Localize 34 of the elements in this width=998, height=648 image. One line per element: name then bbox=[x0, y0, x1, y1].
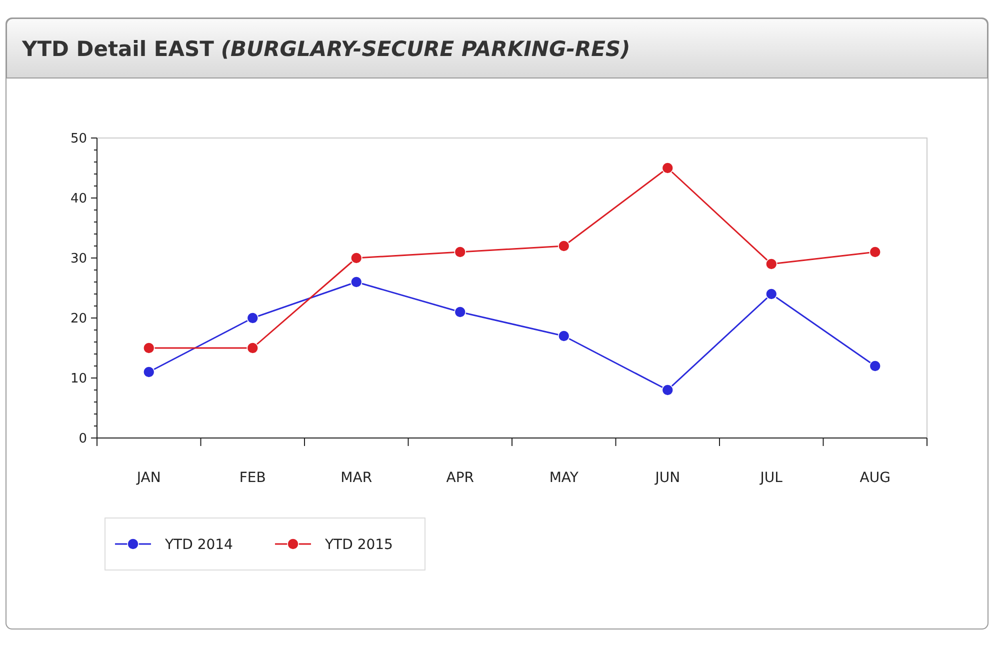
y-tick-label: 40 bbox=[70, 192, 87, 207]
point bbox=[246, 342, 259, 354]
point bbox=[662, 384, 674, 396]
chart-title: YTD Detail EAST bbox=[21, 37, 215, 61]
x-tick-label: APR bbox=[446, 470, 474, 486]
legend-label: YTD 2015 bbox=[324, 536, 393, 553]
point bbox=[142, 342, 155, 354]
x-tick-label: AUG bbox=[860, 470, 890, 486]
point bbox=[558, 240, 570, 252]
point bbox=[454, 246, 466, 258]
point bbox=[869, 360, 882, 372]
point bbox=[350, 252, 362, 264]
x-tick-label: FEB bbox=[239, 470, 266, 486]
point bbox=[765, 258, 778, 270]
y-tick-label: 10 bbox=[70, 372, 87, 387]
y-tick-label: 30 bbox=[70, 252, 87, 267]
point bbox=[558, 330, 570, 342]
y-tick-label: 0 bbox=[78, 432, 87, 447]
x-tick-label: JUN bbox=[654, 470, 680, 486]
x-tick-label: JAN bbox=[136, 470, 161, 486]
point bbox=[246, 312, 259, 324]
point bbox=[869, 246, 882, 258]
point bbox=[765, 288, 778, 300]
legend-label: YTD 2014 bbox=[164, 536, 234, 553]
point bbox=[454, 306, 466, 318]
chart-subtitle: (BURGLARY-SECURE PARKING-RES) bbox=[220, 37, 630, 61]
x-tick-label: JUL bbox=[759, 470, 783, 486]
y-tick-label: 20 bbox=[70, 312, 87, 327]
x-tick-label: MAY bbox=[549, 470, 579, 486]
point bbox=[662, 162, 674, 174]
x-tick-label: MAR bbox=[340, 470, 372, 486]
y-tick-label: 50 bbox=[70, 132, 87, 147]
point bbox=[142, 366, 155, 378]
point bbox=[350, 276, 362, 288]
